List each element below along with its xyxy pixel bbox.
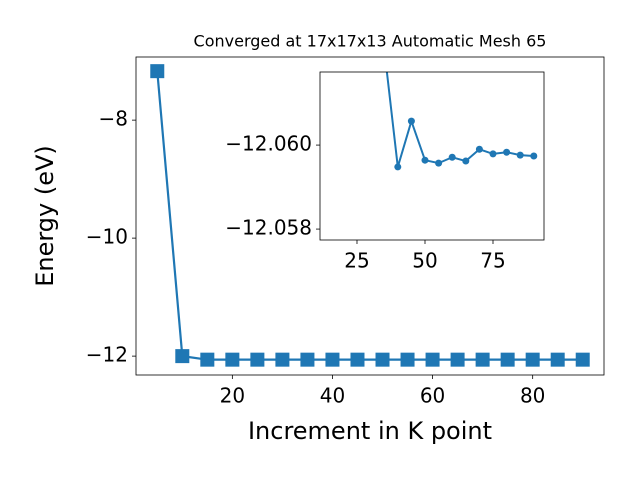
y-tick-label: −12.058	[225, 216, 312, 240]
y-tick-label: −12.060	[225, 132, 312, 156]
marker	[400, 352, 415, 367]
marker	[200, 352, 215, 367]
marker	[530, 152, 538, 160]
marker	[450, 352, 465, 367]
marker	[421, 156, 429, 164]
marker	[525, 352, 540, 367]
x-tick-label: 60	[420, 384, 445, 408]
axes-frame	[319, 71, 545, 241]
plot-area	[150, 64, 590, 367]
marker	[448, 153, 456, 161]
marker	[500, 352, 515, 367]
chart-title: Converged at 17x17x13 Automatic Mesh 65	[194, 32, 547, 51]
axes-frame	[135, 56, 605, 376]
marker	[462, 157, 470, 165]
marker	[475, 145, 483, 153]
marker	[250, 352, 265, 367]
x-axis-label: Increment in K point	[248, 417, 492, 445]
y-axis-label: Energy (eV)	[31, 145, 59, 287]
marker	[503, 148, 511, 156]
marker	[225, 352, 240, 367]
x-tick-label: 40	[320, 384, 345, 408]
axes-background	[320, 72, 544, 240]
marker	[375, 352, 390, 367]
y-tick-label: −8	[99, 107, 128, 131]
marker	[575, 352, 590, 367]
y-tick-label: −10	[86, 225, 128, 249]
marker	[425, 352, 440, 367]
marker	[175, 349, 190, 364]
marker	[435, 159, 443, 167]
plot-area	[385, 72, 538, 171]
marker	[489, 150, 497, 158]
x-tick-label: 25	[344, 249, 369, 273]
marker	[516, 151, 524, 159]
x-tick-label: 75	[480, 249, 505, 273]
marker	[407, 117, 415, 125]
marker	[550, 352, 565, 367]
marker	[275, 352, 290, 367]
x-tick-label: 20	[220, 384, 245, 408]
marker	[394, 163, 402, 171]
y-tick-label: −12	[86, 343, 128, 367]
x-tick-label: 50	[412, 249, 437, 273]
x-tick-label: 80	[520, 384, 545, 408]
marker	[300, 352, 315, 367]
marker	[325, 352, 340, 367]
marker	[350, 352, 365, 367]
marker	[150, 64, 165, 79]
marker	[475, 352, 490, 367]
